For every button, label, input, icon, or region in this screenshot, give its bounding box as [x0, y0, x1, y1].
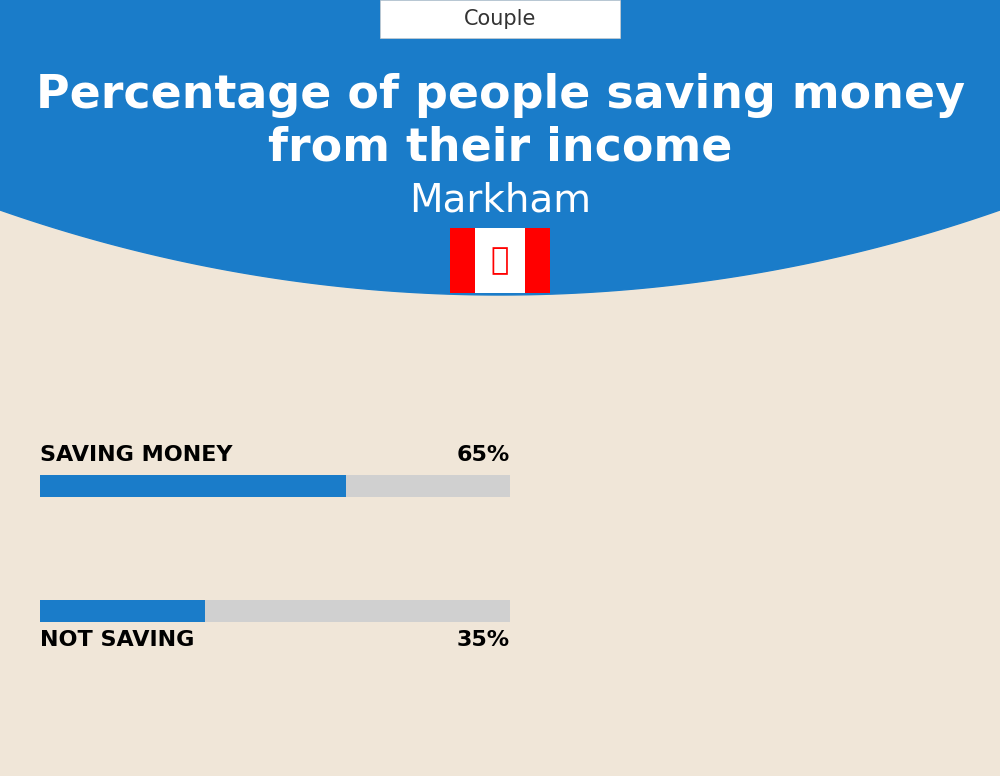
Text: Percentage of people saving money: Percentage of people saving money [36, 72, 964, 117]
Bar [40, 600, 205, 622]
Text: NOT SAVING: NOT SAVING [40, 630, 194, 650]
Text: 35%: 35% [457, 630, 510, 650]
FancyBboxPatch shape [380, 0, 620, 38]
Text: SAVING MONEY: SAVING MONEY [40, 445, 232, 465]
Bar [450, 228, 550, 293]
Text: 65%: 65% [457, 445, 510, 465]
Text: from their income: from their income [268, 126, 732, 171]
Bar [40, 475, 510, 497]
Bar [525, 228, 550, 293]
Bar [40, 600, 510, 622]
Bar [40, 475, 346, 497]
Bar [450, 228, 475, 293]
Text: Couple: Couple [464, 9, 536, 29]
Text: 🍁: 🍁 [491, 246, 509, 275]
Text: Markham: Markham [409, 181, 591, 219]
Polygon shape [0, 0, 1000, 295]
